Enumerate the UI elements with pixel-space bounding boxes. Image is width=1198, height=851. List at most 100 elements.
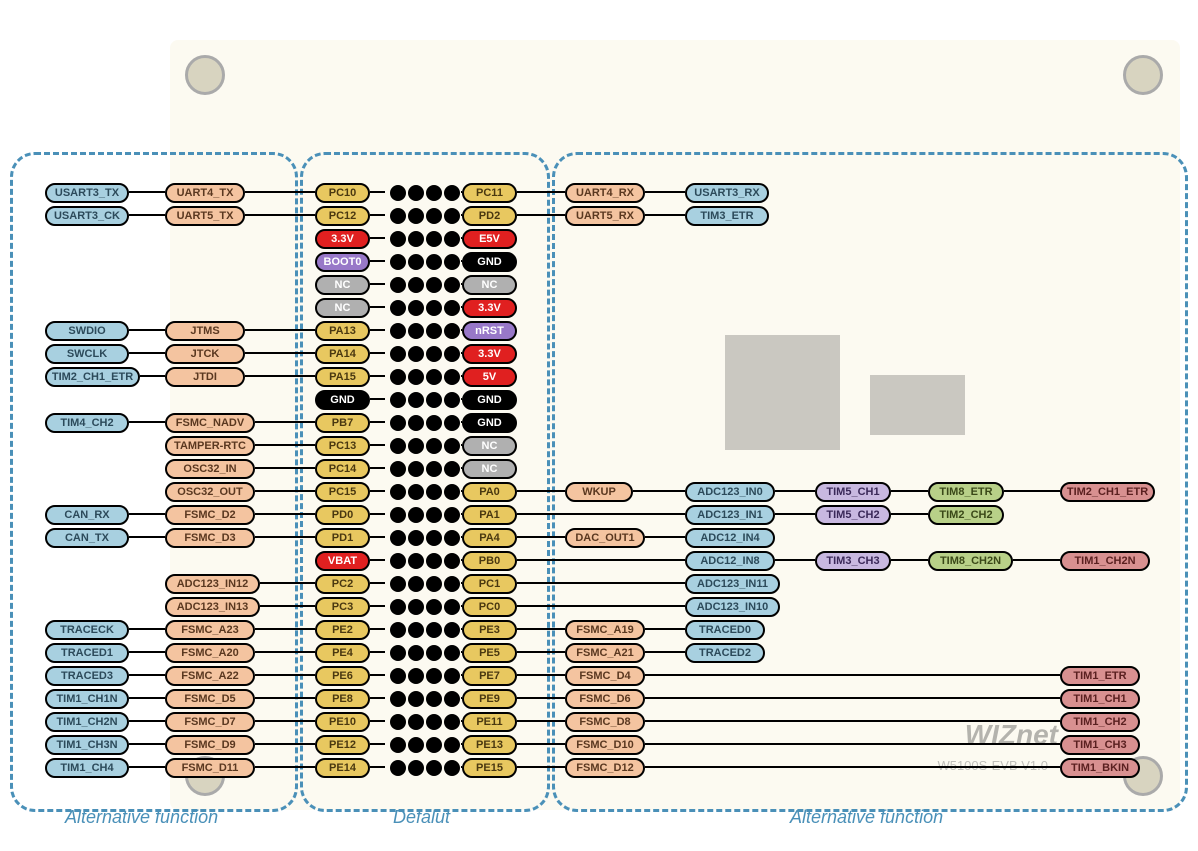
connector-wire bbox=[517, 651, 565, 653]
pin-row: PC12UART5_TXUSART3_CKPD2UART5_RXTIM3_ETR bbox=[0, 205, 1198, 227]
header-pins-icon bbox=[385, 300, 465, 316]
connector-wire bbox=[517, 766, 565, 768]
connector-wire bbox=[891, 490, 928, 492]
pin-label: FSMC_D12 bbox=[565, 758, 645, 778]
connector-wire bbox=[255, 490, 315, 492]
connector-wire bbox=[129, 421, 165, 423]
header-pins-icon bbox=[385, 507, 465, 523]
pin-label: TIM1_BKIN bbox=[1060, 758, 1140, 778]
pin-label: FSMC_A22 bbox=[165, 666, 255, 686]
header-pins-icon bbox=[385, 438, 465, 454]
pin-row: BOOT0GND bbox=[0, 251, 1198, 273]
header-pins-icon bbox=[385, 737, 465, 753]
pin-label: USART3_CK bbox=[45, 206, 129, 226]
pin-label: NC bbox=[462, 459, 517, 479]
pin-row: PC13TAMPER-RTCNC bbox=[0, 435, 1198, 457]
header-pins-icon bbox=[385, 415, 465, 431]
pin-label: TIM5_CH1 bbox=[815, 482, 891, 502]
connector-wire bbox=[645, 536, 685, 538]
pin-label: TIM1_CH2N bbox=[45, 712, 129, 732]
pin-row: PA13JTMSSWDIOnRST bbox=[0, 320, 1198, 342]
pin-label: E5V bbox=[462, 229, 517, 249]
connector-wire bbox=[517, 513, 685, 515]
connector-wire bbox=[129, 743, 165, 745]
header-pins-icon bbox=[385, 691, 465, 707]
connector-wire bbox=[255, 421, 315, 423]
pin-row: PC10UART4_TXUSART3_TXPC11UART4_RXUSART3_… bbox=[0, 182, 1198, 204]
pin-label: TRACECK bbox=[45, 620, 129, 640]
pin-label: PE3 bbox=[462, 620, 517, 640]
connector-wire bbox=[517, 582, 685, 584]
connector-wire bbox=[370, 513, 385, 515]
pin-label: TRACED3 bbox=[45, 666, 129, 686]
pin-label: PA13 bbox=[315, 321, 370, 341]
connector-wire bbox=[370, 766, 385, 768]
pin-label: 3.3V bbox=[462, 344, 517, 364]
pin-label: USART3_RX bbox=[685, 183, 769, 203]
connector-wire bbox=[370, 306, 385, 308]
pin-label: GND bbox=[462, 390, 517, 410]
header-pins-icon bbox=[385, 484, 465, 500]
pin-label: PE15 bbox=[462, 758, 517, 778]
pinout-rows-container: PC10UART4_TXUSART3_TXPC11UART4_RXUSART3_… bbox=[0, 182, 1198, 780]
pin-label: JTMS bbox=[165, 321, 245, 341]
connector-wire bbox=[645, 214, 685, 216]
connector-wire bbox=[129, 766, 165, 768]
connector-wire bbox=[517, 674, 565, 676]
header-pins-icon bbox=[385, 599, 465, 615]
pin-label: ADC123_IN13 bbox=[165, 597, 260, 617]
connector-wire bbox=[255, 651, 315, 653]
header-pins-icon bbox=[385, 553, 465, 569]
pin-label: PE8 bbox=[315, 689, 370, 709]
connector-wire bbox=[370, 582, 385, 584]
connector-wire bbox=[370, 283, 385, 285]
pin-row: PE8FSMC_D5TIM1_CH1NPE9FSMC_D6TIM1_CH1 bbox=[0, 688, 1198, 710]
connector-wire bbox=[255, 536, 315, 538]
pin-label: PC2 bbox=[315, 574, 370, 594]
pin-row: PC2ADC123_IN12PC1ADC123_IN11 bbox=[0, 573, 1198, 595]
pin-label: OSC32_OUT bbox=[165, 482, 255, 502]
connector-wire bbox=[1004, 490, 1060, 492]
pin-row: NCNC bbox=[0, 274, 1198, 296]
connector-wire bbox=[255, 513, 315, 515]
pin-label: PC3 bbox=[315, 597, 370, 617]
pin-label: TIM5_CH2 bbox=[815, 505, 891, 525]
pin-label: DAC_OUT1 bbox=[565, 528, 645, 548]
pin-label: PC15 bbox=[315, 482, 370, 502]
pin-label: NC bbox=[315, 298, 370, 318]
connector-wire bbox=[129, 720, 165, 722]
header-pins-icon bbox=[385, 668, 465, 684]
pin-label: TIM2_CH1_ETR bbox=[1060, 482, 1155, 502]
pin-label: TRACED1 bbox=[45, 643, 129, 663]
pin-label: PC12 bbox=[315, 206, 370, 226]
pin-label: nRST bbox=[462, 321, 517, 341]
header-pins-icon bbox=[385, 530, 465, 546]
connector-wire bbox=[129, 214, 165, 216]
connector-wire bbox=[129, 513, 165, 515]
connector-wire bbox=[517, 720, 565, 722]
header-pins-icon bbox=[385, 645, 465, 661]
header-pins-icon bbox=[385, 392, 465, 408]
pin-label: PD0 bbox=[315, 505, 370, 525]
pin-label: PA14 bbox=[315, 344, 370, 364]
pin-label: USART3_TX bbox=[45, 183, 129, 203]
header-pins-icon bbox=[385, 231, 465, 247]
connector-wire bbox=[129, 536, 165, 538]
pin-label: GND bbox=[462, 252, 517, 272]
pin-label: FSMC_D2 bbox=[165, 505, 255, 525]
pin-label: TAMPER-RTC bbox=[165, 436, 255, 456]
pin-row: PC15OSC32_OUTPA0WKUPADC123_IN0TIM5_CH1TI… bbox=[0, 481, 1198, 503]
connector-wire bbox=[775, 490, 815, 492]
pin-label: PC1 bbox=[462, 574, 517, 594]
connector-wire bbox=[140, 375, 165, 377]
pin-label: PE9 bbox=[462, 689, 517, 709]
pin-label: ADC123_IN10 bbox=[685, 597, 780, 617]
pin-label: GND bbox=[462, 413, 517, 433]
connector-wire bbox=[370, 237, 385, 239]
connector-wire bbox=[517, 214, 565, 216]
pin-label: FSMC_A23 bbox=[165, 620, 255, 640]
connector-wire bbox=[370, 720, 385, 722]
connector-wire bbox=[370, 260, 385, 262]
pin-label: 5V bbox=[462, 367, 517, 387]
pin-label: WKUP bbox=[565, 482, 633, 502]
